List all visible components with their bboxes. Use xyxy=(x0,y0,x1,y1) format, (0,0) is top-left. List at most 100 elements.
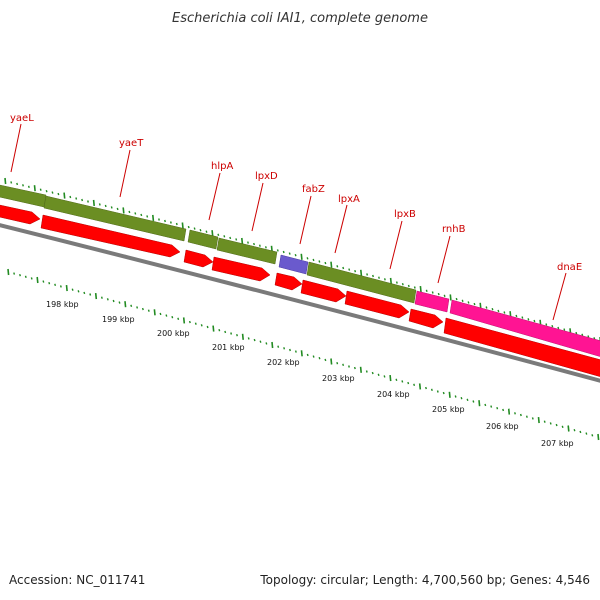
backbone-line xyxy=(0,223,600,383)
tick-mark-major xyxy=(359,366,362,373)
tick-mark-minor xyxy=(187,225,190,229)
kbp-label: 206 kbp xyxy=(486,422,519,431)
tick-mark-minor xyxy=(27,185,30,189)
gene-label-dnaE: dnaE xyxy=(552,262,582,321)
tick-mark-minor xyxy=(130,304,133,308)
tick-mark-minor xyxy=(188,320,191,324)
tick-mark-minor xyxy=(551,324,554,328)
tick-mark-major xyxy=(271,341,274,349)
tick-mark-minor xyxy=(555,423,558,427)
gene-segment xyxy=(306,261,417,304)
outer-tick-marks xyxy=(4,177,600,344)
gene-segment xyxy=(216,237,278,265)
tick-mark-minor xyxy=(116,207,119,211)
tick-mark-major xyxy=(182,317,186,324)
tick-mark-minor xyxy=(140,213,143,217)
tick-mark-minor xyxy=(75,197,78,200)
tick-mark-minor xyxy=(71,288,74,291)
tick-mark-minor xyxy=(253,338,256,342)
tick-mark-major xyxy=(212,325,215,332)
gene-segment xyxy=(43,195,187,242)
tick-mark-major xyxy=(330,261,333,268)
gene-labels: yaeL yaeT hlpA lpxD fabZ lpxA lpxB rnhB xyxy=(10,113,582,321)
kbp-label: 202 kbp xyxy=(267,358,300,367)
gene-segment xyxy=(187,229,219,250)
tick-mark-minor xyxy=(497,309,500,313)
tick-mark-major xyxy=(63,192,66,199)
tick-mark-minor xyxy=(265,342,268,345)
tick-mark-minor xyxy=(401,380,404,383)
cds-track xyxy=(0,204,600,377)
gene-label-lpxB: lpxB xyxy=(389,209,416,270)
gene-label-fabZ: fabZ xyxy=(299,184,325,245)
tick-mark-minor xyxy=(502,408,505,412)
tick-mark-minor xyxy=(425,289,428,293)
tick-mark-minor xyxy=(224,330,227,334)
tick-mark-minor xyxy=(106,298,109,301)
tick-mark-major xyxy=(330,358,333,365)
tick-mark-minor xyxy=(336,265,339,268)
tick-mark-minor xyxy=(158,218,160,221)
tick-mark-minor xyxy=(199,228,202,232)
tick-mark-minor xyxy=(401,282,404,286)
gene-segment-pink xyxy=(414,290,450,313)
tick-mark-major xyxy=(4,177,7,185)
gene-track xyxy=(0,184,600,357)
tick-mark-minor xyxy=(223,235,226,238)
gene-label-text: yaeL xyxy=(10,113,34,124)
tick-mark-major xyxy=(360,269,363,276)
tick-mark-minor xyxy=(585,432,588,435)
gene-label-text: rnhB xyxy=(442,224,466,235)
tick-mark-minor xyxy=(164,219,166,223)
tick-mark-minor xyxy=(45,189,48,193)
kbp-label: 201 kbp xyxy=(212,343,245,352)
tick-mark-minor xyxy=(515,314,518,318)
tick-mark-minor xyxy=(264,246,267,249)
gene-label-text: lpxD xyxy=(255,171,278,182)
accession-text: Accession: NC_011741 xyxy=(9,573,146,587)
tick-mark-major xyxy=(7,268,10,276)
tick-mark-minor xyxy=(413,286,416,289)
tick-mark-minor xyxy=(235,238,238,241)
tick-mark-major xyxy=(33,185,36,192)
tick-mark-minor xyxy=(159,312,162,316)
cds-arrow xyxy=(211,256,271,282)
tick-mark-minor xyxy=(110,206,113,209)
tick-mark-minor xyxy=(289,348,291,352)
gene-label-lpxD: lpxD xyxy=(251,171,278,232)
tick-mark-minor xyxy=(169,221,172,224)
gene-label-text: hlpA xyxy=(211,161,233,172)
tick-mark-major xyxy=(389,375,392,382)
tick-mark-minor xyxy=(112,299,115,303)
tick-mark-minor xyxy=(100,296,103,299)
tick-mark-minor xyxy=(59,285,62,288)
tick-mark-major xyxy=(418,383,422,390)
tick-mark-minor xyxy=(514,412,516,415)
tick-mark-minor xyxy=(455,297,458,301)
tick-mark-major xyxy=(241,237,244,245)
tick-mark-minor xyxy=(306,353,309,357)
tick-mark-major xyxy=(92,199,95,206)
map-title: Escherichia coli IAI1, complete genome xyxy=(172,11,428,26)
tick-mark-minor xyxy=(372,274,374,278)
tick-mark-minor xyxy=(425,386,427,390)
kbp-label: 205 kbp xyxy=(432,405,465,414)
kbp-label: 203 kbp xyxy=(322,374,355,383)
tick-mark-major xyxy=(449,294,452,301)
tick-mark-minor xyxy=(442,391,445,395)
tick-mark-major xyxy=(419,286,422,293)
tick-mark-minor xyxy=(525,415,528,418)
tick-mark-minor xyxy=(118,301,121,304)
tick-mark-minor xyxy=(48,281,51,285)
tick-mark-major xyxy=(300,350,303,357)
tick-mark-minor xyxy=(454,395,457,398)
tick-mark-minor xyxy=(377,373,380,377)
tick-mark-minor xyxy=(294,253,297,257)
kbp-label: 207 kbp xyxy=(541,439,574,448)
tick-mark-minor xyxy=(141,307,144,311)
tick-mark-minor xyxy=(407,381,410,385)
tick-mark-minor xyxy=(491,307,494,311)
tick-mark-minor xyxy=(437,292,440,296)
tick-mark-minor xyxy=(443,294,446,298)
